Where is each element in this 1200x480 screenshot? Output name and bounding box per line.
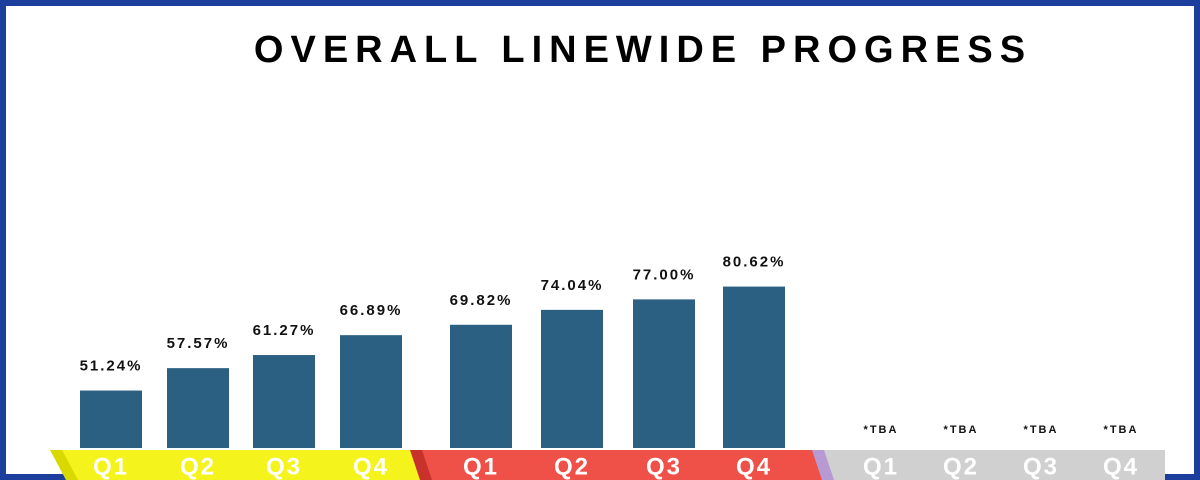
value-label: 80.62% [723,254,786,271]
bar [167,368,229,448]
value-label: 69.82% [450,292,513,309]
bar [541,309,603,448]
value-label: 61.27% [253,322,316,339]
x-tick-label: Q2 [943,453,979,480]
x-tick-label: Q1 [93,453,129,480]
value-label: *TBA [1024,424,1059,436]
band-year-2 [422,450,830,480]
value-label: 66.89% [340,302,403,319]
x-tick-label: Q1 [863,453,899,480]
x-tick-label: Q4 [736,453,772,480]
x-tick-label: Q3 [1023,453,1059,480]
chart-title: OVERALL LINEWIDE PROGRESS [254,29,1032,71]
value-label: 57.57% [167,335,230,352]
bar [80,390,142,448]
x-tick-label: Q2 [554,453,590,480]
x-tick-label: Q3 [266,453,302,480]
x-tick-label: Q2 [180,453,216,480]
x-tick-label: Q1 [463,453,499,480]
bar [723,286,785,448]
band-year-1 [62,450,430,480]
x-tick-label: Q3 [646,453,682,480]
value-label: *TBA [1104,424,1139,436]
bar [340,335,402,448]
x-tick-label: Q4 [353,453,389,480]
value-label: 77.00% [633,266,696,283]
x-tick-label: Q4 [1103,453,1139,480]
value-label: *TBA [864,424,899,436]
bar [253,355,315,448]
bar [450,324,512,448]
bar [633,299,695,448]
value-label: *TBA [944,424,979,436]
band-year-3 [824,450,1165,480]
value-label: 51.24% [80,358,143,375]
value-label: 74.04% [541,277,604,294]
